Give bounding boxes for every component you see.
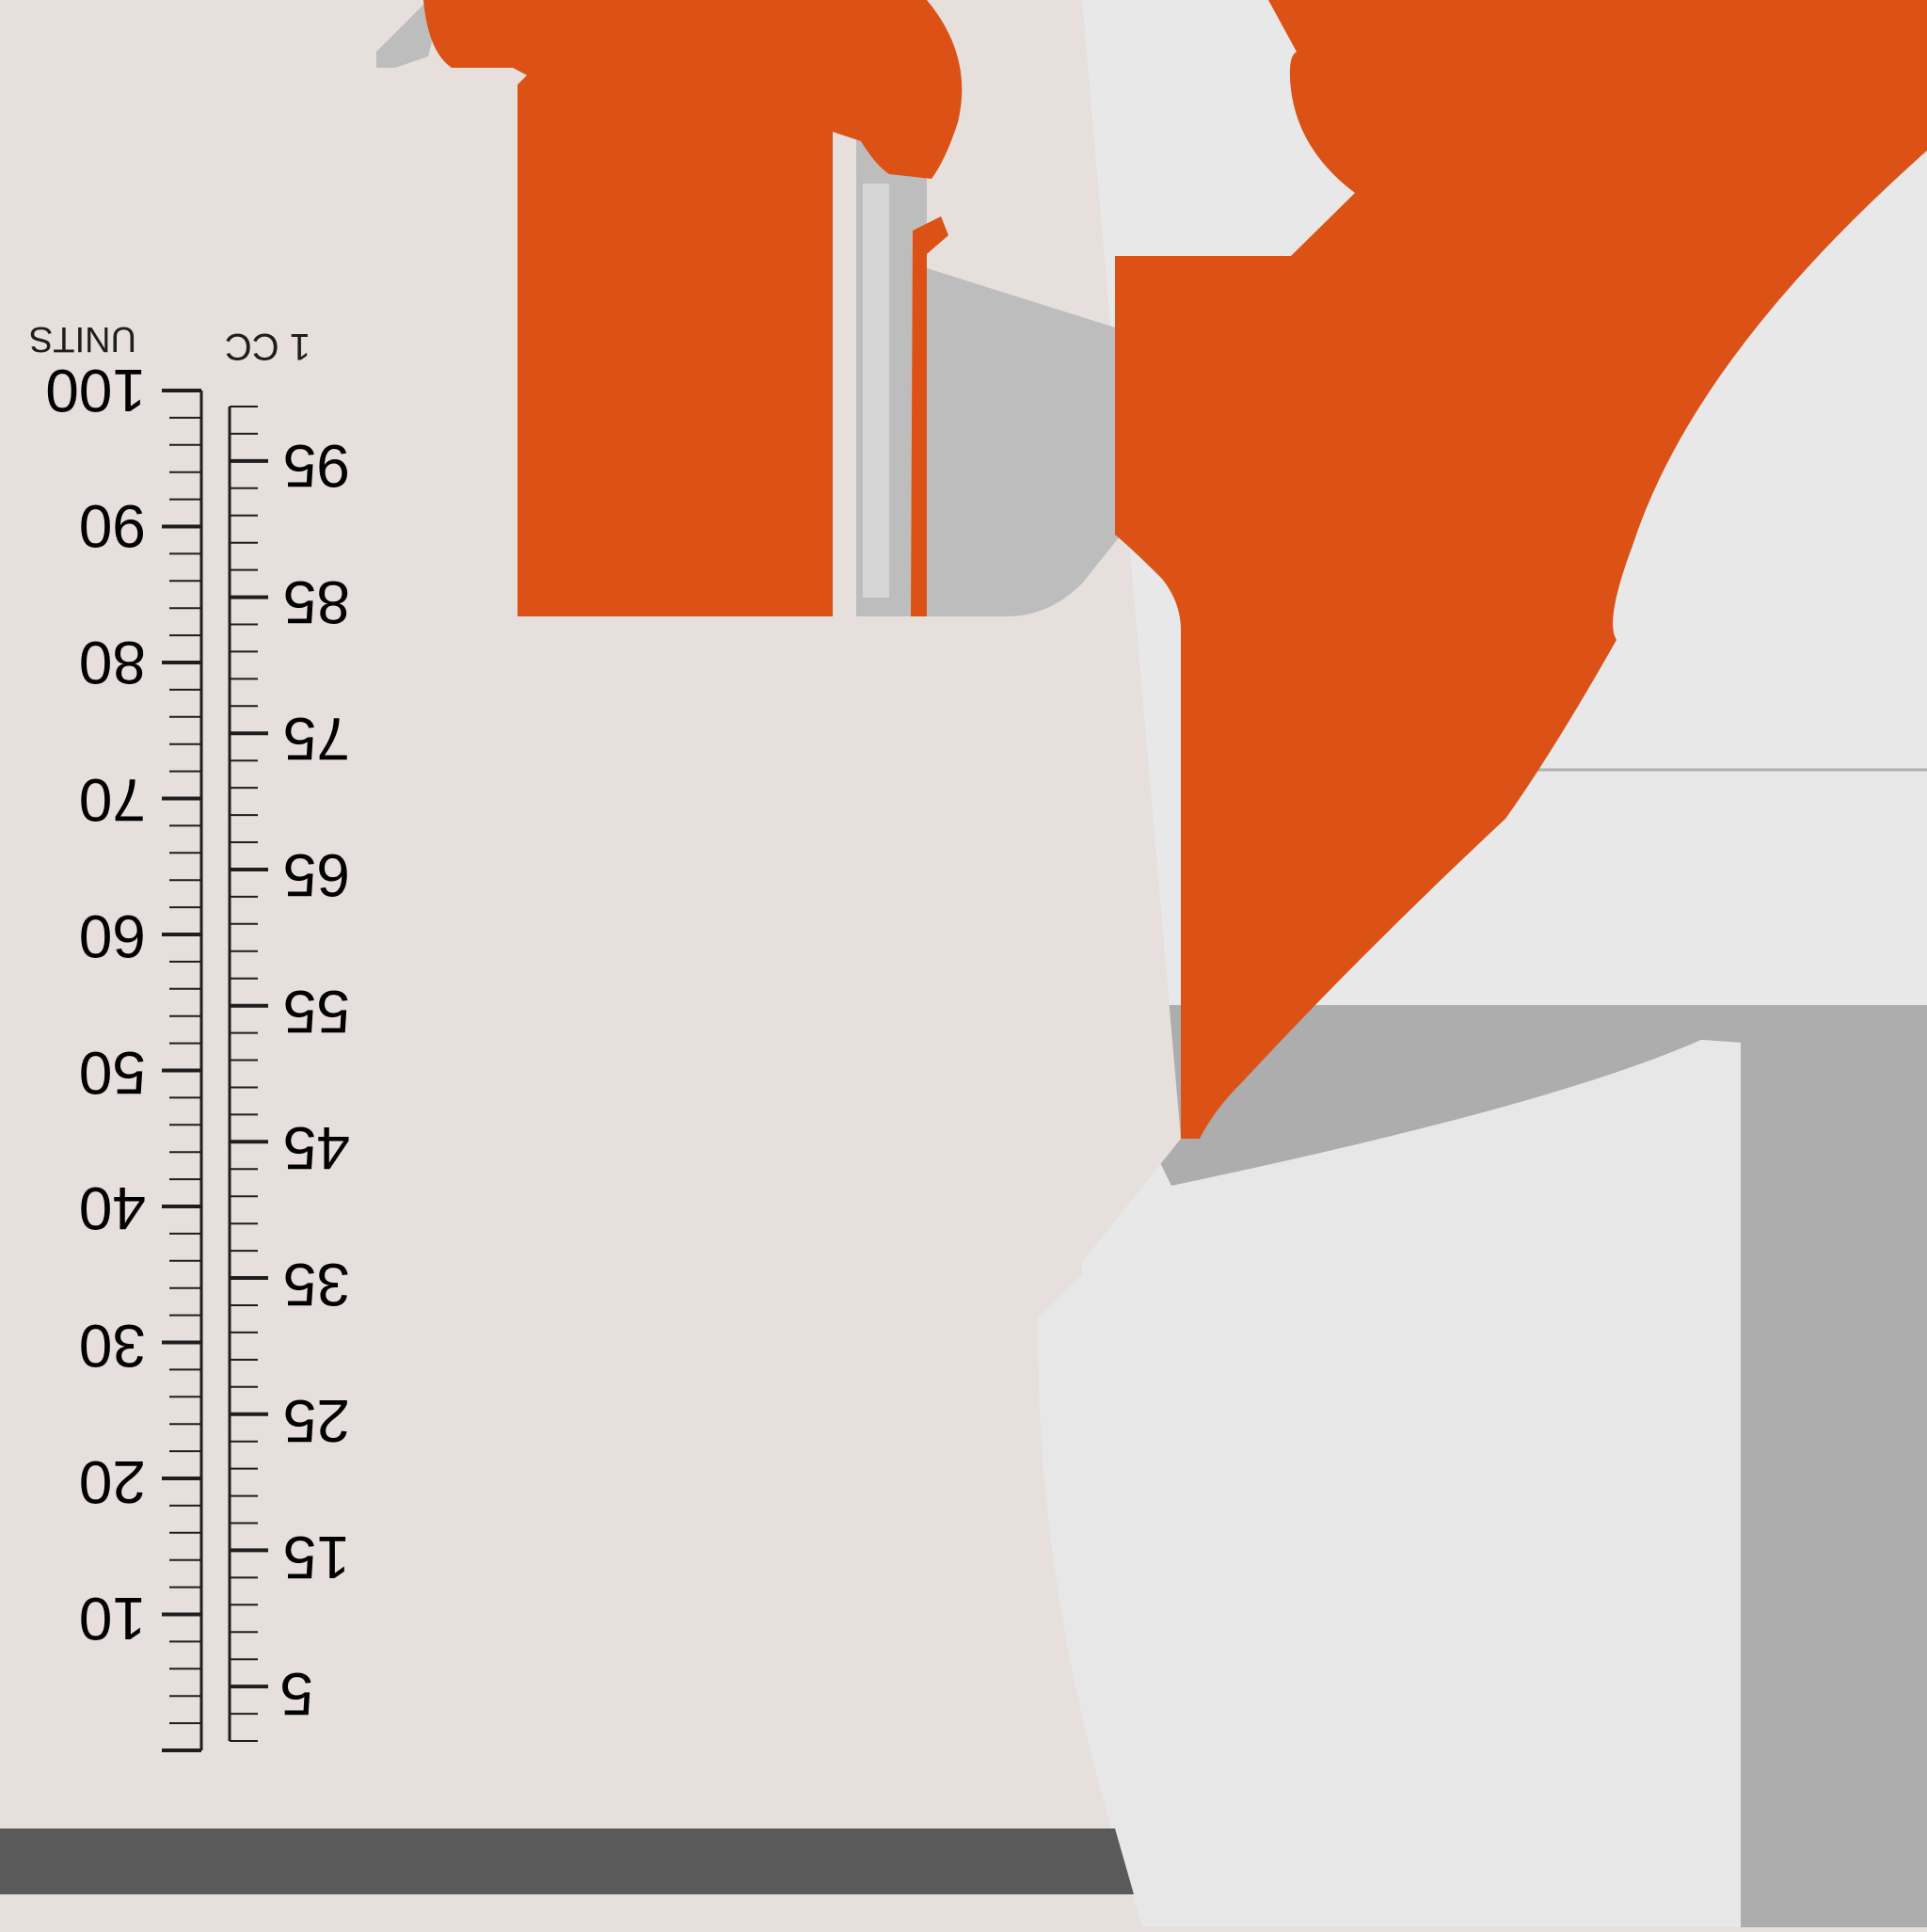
barrel-bottom-band xyxy=(0,1828,1134,1894)
units-tick-label: 80 xyxy=(79,629,146,696)
cc-tick-label: 15 xyxy=(283,1524,350,1591)
units-tick-label: 40 xyxy=(79,1174,146,1242)
units-tick-label: 70 xyxy=(79,766,146,834)
cc-tick-label: 35 xyxy=(283,1251,350,1318)
syringe-flange-orange xyxy=(1115,0,1927,1139)
plunger-tip-light xyxy=(1037,1040,1741,1927)
cc-tick-marks xyxy=(230,406,268,1742)
units-tick-marks xyxy=(162,389,201,1752)
units-tick-label: 50 xyxy=(79,1039,146,1107)
needle-hub-gray xyxy=(927,268,1120,616)
cc-tick-label: 5 xyxy=(279,1660,313,1728)
needle-shaft-highlight xyxy=(863,184,889,598)
units-label: UNITS xyxy=(29,319,136,359)
units-tick-label: 10 xyxy=(79,1585,146,1653)
units-tick-label: 60 xyxy=(79,902,146,970)
cc-tick-label: 45 xyxy=(283,1114,350,1182)
units-tick-label: 100 xyxy=(45,357,146,424)
cc-tick-label: 55 xyxy=(283,978,350,1046)
cc-tick-label: 85 xyxy=(283,568,350,636)
cc-tick-label: 95 xyxy=(283,432,350,500)
cc-tick-label: 25 xyxy=(283,1387,350,1455)
needle-cap-left xyxy=(423,0,963,616)
cc-tick-label: 75 xyxy=(283,705,350,773)
cc-label: 1 CC xyxy=(225,326,311,367)
units-tick-label: 20 xyxy=(79,1448,146,1516)
measurement-scale: UNITS 1 CC 100 90 80 70 60 50 40 30 20 1… xyxy=(29,319,350,1752)
needle-cap-sliver xyxy=(911,216,948,616)
units-tick-label: 90 xyxy=(79,492,146,560)
cc-tick-label: 65 xyxy=(283,841,350,909)
units-tick-label: 30 xyxy=(79,1312,146,1380)
